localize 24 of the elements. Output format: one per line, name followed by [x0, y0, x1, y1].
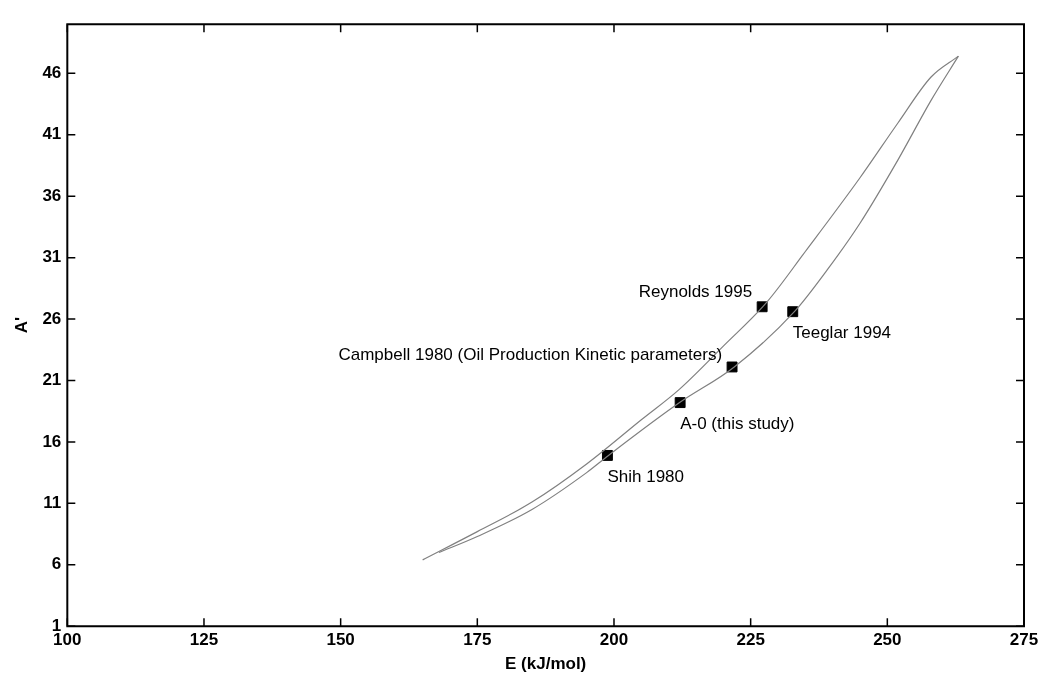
x-tick-label: 250 — [873, 630, 902, 650]
y-tick-label: 16 — [42, 431, 62, 451]
annotation: A-0 (this study) — [680, 414, 795, 434]
y-tick-label: 31 — [42, 247, 62, 267]
y-tick-label: 26 — [42, 308, 62, 328]
x-tick-label: 175 — [463, 630, 492, 650]
x-axis-title: E (kJ/mol) — [505, 654, 587, 674]
x-tick-label: 150 — [326, 630, 355, 650]
annotation: Shih 1980 — [607, 467, 685, 487]
x-tick-label: 225 — [736, 630, 765, 650]
y-tick-label: 11 — [43, 493, 62, 513]
y-axis-title: A' — [11, 317, 31, 334]
x-tick-label: 200 — [599, 630, 629, 650]
x-tick-label: 125 — [189, 630, 219, 650]
y-tick-label: 21 — [42, 370, 62, 390]
x-tick-label: 275 — [1009, 630, 1039, 650]
y-tick-label: 41 — [42, 124, 62, 144]
annotation: Campbell 1980 (Oil Production Kinetic parameters) — [338, 344, 723, 364]
annotation: Reynolds 1995 — [638, 282, 753, 302]
y-tick-label: 6 — [51, 554, 62, 574]
x-tick-label: 100 — [53, 630, 82, 650]
y-tick-label: 46 — [42, 63, 62, 83]
annotation: Teeglar 1994 — [792, 323, 892, 343]
y-tick-label: 36 — [42, 185, 62, 205]
